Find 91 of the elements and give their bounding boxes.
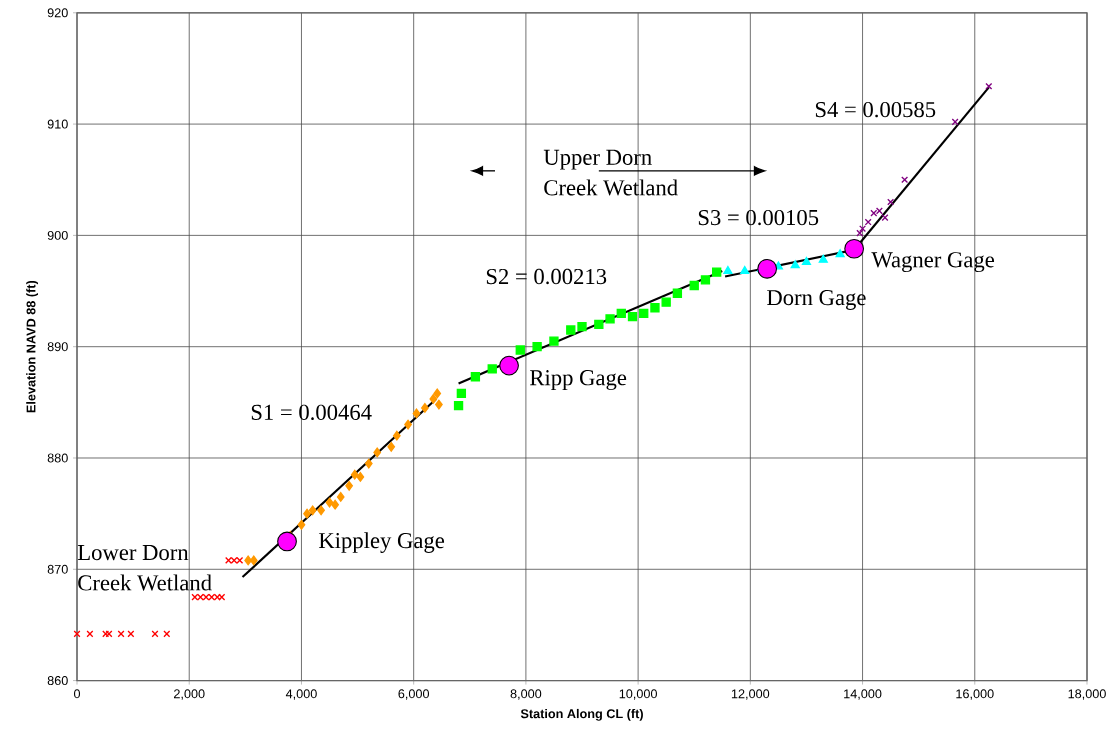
point <box>790 260 800 269</box>
annotation: Creek Wetland <box>544 179 678 196</box>
y-tick-label: 880 <box>47 453 68 463</box>
point <box>712 267 722 277</box>
x-axis-title: Station Along CL (ft) <box>520 708 643 721</box>
point <box>515 345 525 355</box>
point <box>345 480 354 491</box>
point <box>627 311 638 322</box>
annotation: Creek Wetland <box>78 574 212 591</box>
annotation: Upper Dorn <box>543 149 652 170</box>
annotation: S2 = 0.00213 <box>486 268 607 285</box>
point <box>605 314 615 324</box>
point <box>616 308 626 318</box>
point <box>672 288 683 298</box>
point <box>336 492 345 502</box>
point <box>429 394 438 404</box>
point <box>864 218 872 226</box>
point <box>364 458 373 469</box>
point <box>844 238 865 259</box>
annotation: Kippley Gage <box>318 532 445 553</box>
point <box>901 176 909 184</box>
point <box>757 258 778 279</box>
x-tick-label: 10,000 <box>619 689 657 700</box>
point <box>532 342 542 352</box>
point <box>487 364 497 374</box>
point <box>456 388 467 399</box>
point <box>297 519 306 530</box>
point <box>566 325 576 335</box>
point <box>594 319 604 330</box>
point <box>818 254 828 263</box>
point <box>435 399 443 410</box>
annotation: Lower Dorn <box>77 545 189 561</box>
x-tick-label: 0 <box>73 689 81 699</box>
point <box>325 497 334 508</box>
point <box>740 265 750 274</box>
y-tick-label: 920 <box>47 8 68 18</box>
point <box>392 430 401 441</box>
x-tick-label: 18,000 <box>1068 689 1106 700</box>
annotation: Wagner Gage <box>871 252 995 273</box>
annotation: Ripp Gage <box>530 370 627 391</box>
point <box>639 308 649 318</box>
point <box>117 630 125 638</box>
point <box>421 402 429 413</box>
annotation: Dorn Gage <box>767 289 866 310</box>
point <box>277 531 297 552</box>
y-tick-label: 890 <box>47 342 68 352</box>
y-tick-label: 910 <box>47 119 68 129</box>
point <box>404 419 412 430</box>
annotation: S1 = 0.00464 <box>251 404 372 421</box>
point <box>549 336 559 346</box>
point <box>577 321 587 332</box>
point <box>801 256 812 266</box>
point <box>308 505 317 516</box>
annotation: S3 = 0.00105 <box>698 209 819 226</box>
annotation: S4 = 0.00585 <box>815 101 936 118</box>
point <box>356 471 365 482</box>
x-tick-label: 12,000 <box>731 689 770 700</box>
x-tick-label: 16,000 <box>956 689 994 700</box>
point <box>887 198 895 206</box>
y-tick-label: 860 <box>47 676 68 686</box>
point <box>303 508 311 519</box>
point <box>317 505 325 516</box>
point <box>350 469 359 480</box>
point <box>73 630 81 638</box>
x-tick-label: 6,000 <box>398 689 430 700</box>
point <box>433 388 442 399</box>
point <box>331 499 339 510</box>
y-axis-title: Elevation NAVD 88 (ft) <box>26 280 39 413</box>
point <box>723 265 733 274</box>
point <box>387 441 396 452</box>
point <box>856 229 864 237</box>
y-tick-label: 870 <box>47 564 68 574</box>
point <box>86 630 94 638</box>
point <box>151 630 159 638</box>
point <box>835 249 845 258</box>
point <box>700 275 711 285</box>
point <box>499 355 519 376</box>
point <box>859 225 867 233</box>
point <box>881 214 889 222</box>
point <box>470 372 481 382</box>
point <box>650 303 660 313</box>
x-tick-label: 4,000 <box>285 689 317 700</box>
x-tick-label: 14,000 <box>844 689 882 700</box>
point <box>373 447 382 458</box>
x-tick-label: 2,000 <box>174 689 205 700</box>
y-tick-label: 900 <box>47 230 68 240</box>
point <box>689 280 699 291</box>
point <box>412 408 421 419</box>
x-tick-label: 8,000 <box>510 689 542 700</box>
point <box>661 297 671 307</box>
point <box>453 401 464 411</box>
